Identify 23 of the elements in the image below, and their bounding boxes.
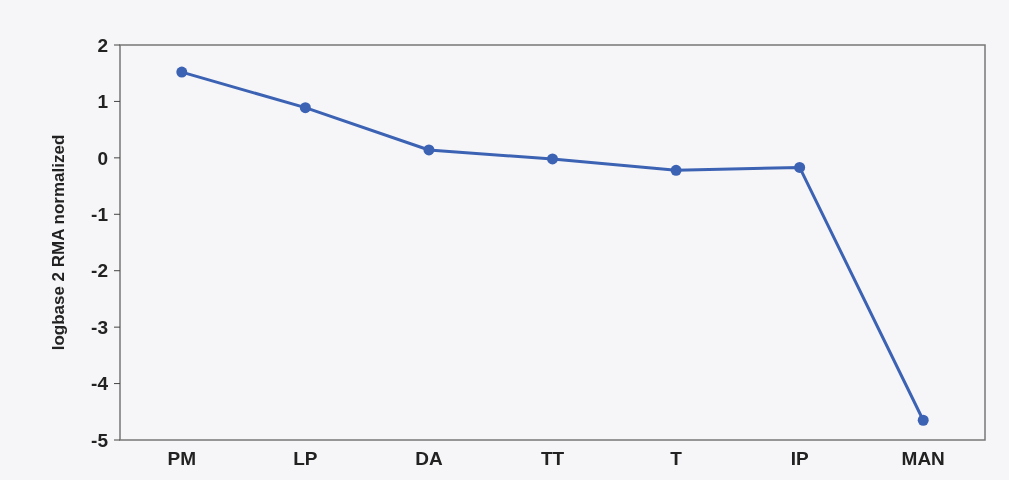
x-tick-label: PM: [167, 448, 197, 469]
y-tick-label: -4: [91, 373, 109, 395]
y-tick-label: 1: [97, 91, 109, 113]
point: [176, 66, 188, 78]
point: [423, 144, 435, 156]
y-axis-title: logbase 2 RMA normalized: [49, 134, 68, 351]
point: [547, 153, 558, 165]
y-tick-label: -1: [91, 203, 109, 225]
y-tick-label: -3: [91, 316, 108, 338]
point: [917, 414, 929, 426]
x-tick-label: TT: [540, 448, 565, 469]
x-tick-label: LP: [293, 448, 318, 469]
x-tick-label: T: [670, 448, 683, 469]
y-tick-label: 0: [97, 147, 108, 169]
point: [670, 164, 682, 176]
y-tick-label: -2: [91, 260, 108, 282]
x-tick-label: DA: [415, 448, 443, 469]
point: [299, 102, 311, 114]
y-tick-label: -5: [91, 429, 109, 451]
y-tick-label: 2: [97, 34, 108, 56]
point: [794, 161, 806, 173]
x-tick-label: IP: [790, 448, 809, 469]
x-tick-label: MAN: [901, 448, 945, 469]
